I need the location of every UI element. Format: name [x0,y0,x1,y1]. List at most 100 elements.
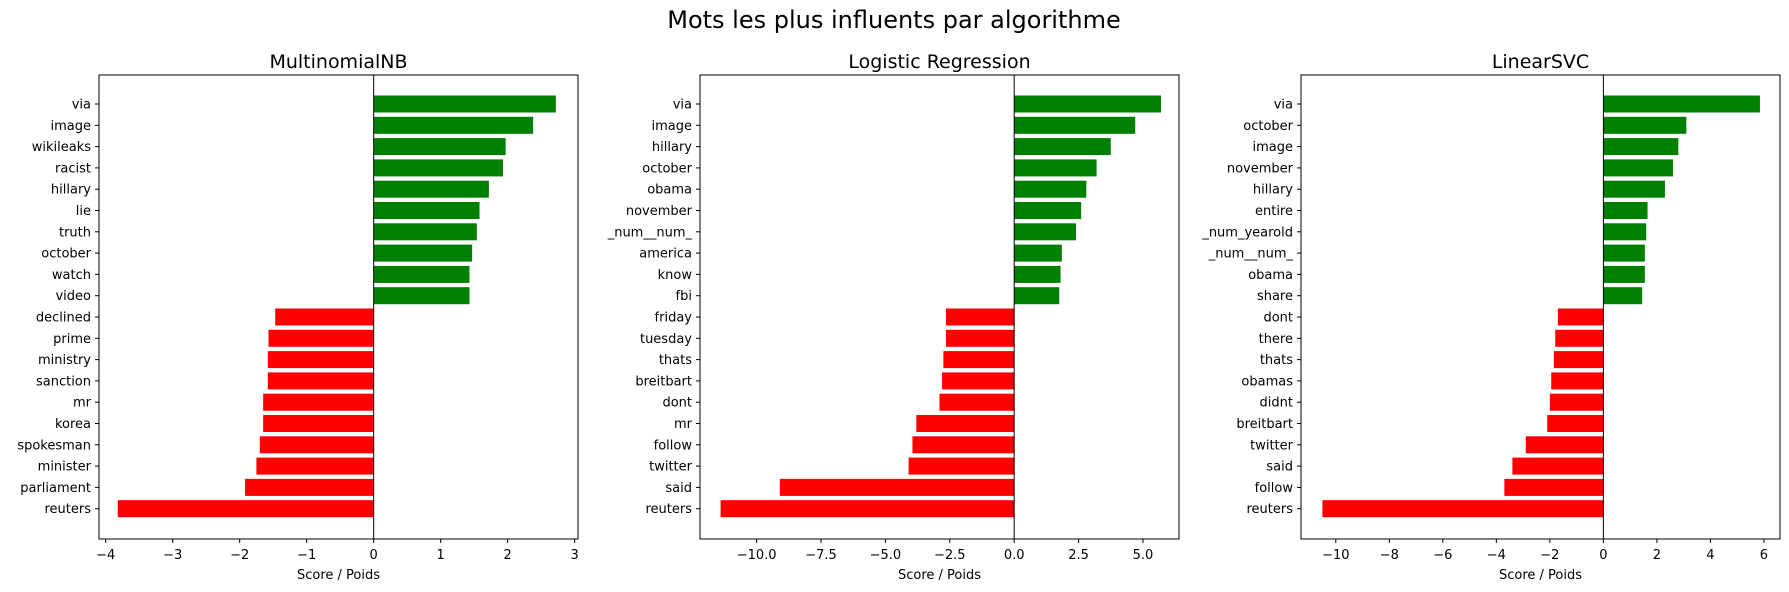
bar-korea [263,415,374,432]
bar-dont [1557,308,1604,326]
y-tick-label: declined [36,311,91,326]
y-tick-label: obamas [1241,374,1293,389]
x-tick-label: −10 [1322,548,1349,563]
bar-breitbart [942,372,1015,390]
bar-october [1014,159,1097,177]
y-tick-label: november [626,204,693,219]
y-tick-label: america [639,247,692,262]
bar-sanction [267,372,374,390]
y-tick-label: there [1259,332,1293,347]
bar-said [1512,457,1604,475]
x-tick-label: −3 [163,548,182,563]
x-tick-label: −4 [96,548,115,563]
x-tick-label: 2 [504,548,512,563]
bar-via [1603,95,1760,113]
bar-declined [275,308,374,326]
x-tick-label: 3 [571,548,579,563]
y-tick-label: twitter [1250,438,1294,453]
bar-october [373,244,473,262]
bar-watch [373,265,470,283]
y-tick-label: october [41,247,91,262]
bar-reuters [1322,500,1604,518]
x-tick-label: −7.5 [805,548,837,563]
bar-share [1603,287,1643,305]
y-tick-label: video [55,289,91,304]
bar-thats [943,351,1015,369]
y-tick-label: entire [1255,204,1293,219]
bar-_num__num_ [1603,244,1645,262]
y-tick-label: racist [55,161,91,176]
y-tick-label: reuters [645,502,692,517]
bar-prime [268,329,374,347]
axes-frame [1300,74,1781,540]
bar-entire [1603,202,1648,219]
y-tick-label: watch [52,268,91,283]
x-tick-label: −5.0 [870,548,902,563]
y-tick-label: image [1253,140,1294,155]
x-axis-label: Score / Poids [1499,568,1582,583]
bar-breitbart [1547,415,1604,432]
bar-reuters [720,500,1015,518]
bar-reuters [117,500,374,518]
y-tick-label: know [658,268,693,283]
y-tick-label: mr [73,396,92,411]
bar-wikileaks [373,138,506,156]
bar-america [1014,244,1062,262]
x-tick-label: 2.5 [1068,548,1089,563]
bar-twitter [908,457,1015,475]
x-tick-label: 0 [370,548,378,563]
x-tick-label: −4 [1487,548,1506,563]
y-tick-label: ministry [38,353,91,368]
x-tick-label: −6 [1433,548,1452,563]
bar-know [1014,265,1061,283]
bar-spokesman [259,436,374,454]
bar-follow [1504,478,1604,496]
bar-twitter [1525,436,1604,454]
y-tick-label: dont [662,396,692,411]
bar-truth [373,223,477,241]
y-tick-label: said [665,481,692,496]
bar-hillary [1603,180,1665,198]
axes-frame [699,74,1180,540]
bar-friday [945,308,1015,326]
y-tick-label: breitbart [1236,417,1293,432]
bar-via [373,95,556,113]
y-tick-label: truth [59,225,91,240]
bar-hillary [373,180,489,198]
y-tick-label: thats [659,353,692,368]
bar-image [373,116,534,134]
y-tick-label: mr [674,417,693,432]
y-tick-label: november [1227,161,1294,176]
x-tick-label: 6 [1760,548,1768,563]
y-tick-label: reuters [44,502,91,517]
bar-fbi [1014,287,1060,305]
y-tick-label: hillary [1253,183,1293,198]
y-tick-label: tuesday [640,332,692,347]
y-tick-label: breitbart [635,374,692,389]
y-tick-label: friday [655,311,693,326]
y-tick-label: twitter [649,460,693,475]
bar-said [779,478,1015,496]
bar-obama [1014,180,1087,198]
y-tick-label: thats [1260,353,1293,368]
y-tick-label: october [642,161,692,176]
y-tick-label: parliament [20,481,91,496]
y-tick-label: sanction [36,374,91,389]
bar-november [1014,202,1082,219]
bar-via [1014,95,1161,113]
x-tick-label: −10.0 [737,548,777,563]
chart-panel-2: Logistic Regression via image hillary octobe… [607,51,1180,583]
panel-title: LinearSVC [1492,51,1589,73]
y-tick-label: image [652,119,693,134]
chart-panel-3: LinearSVC via october image november hillary e… [1201,51,1781,583]
bar-obamas [1551,372,1604,390]
bar-minister [256,457,374,475]
x-tick-label: 4 [1706,548,1714,563]
y-tick-label: hillary [652,140,692,155]
y-tick-label: _num_yearold [1201,225,1293,240]
y-tick-label: fbi [676,289,692,304]
y-tick-label: image [51,119,92,134]
bar-image [1603,138,1679,156]
y-tick-label: dont [1263,311,1293,326]
